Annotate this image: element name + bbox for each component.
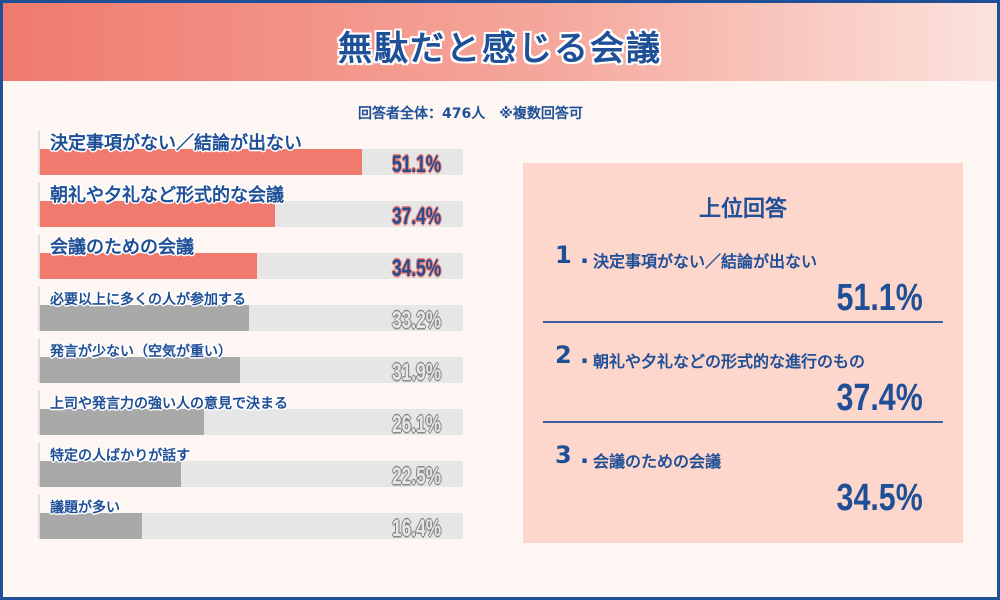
label-tick [38,183,40,227]
rank-number: 2 . [555,341,590,369]
rank-number: 1 . [555,241,590,269]
data-label: 34.5% [391,255,441,282]
category-label: 決定事項がない／結論が出ない [50,133,302,154]
title-band [3,3,997,81]
bar-row: 議題が多い 16.4% [38,495,463,545]
bar-row: 必要以上に多くの人が参加する 33.2% [38,287,463,337]
bar [38,513,143,539]
category-label: 会議のための会議 [50,237,194,258]
bar [38,149,363,175]
bar-row: 上司や発言力の強い人の意見で決まる 26.1% [38,391,463,441]
bar [38,461,181,487]
label-tick [38,495,40,539]
label-tick [38,235,40,279]
category-label: 上司や発言力の強い人の意見で決まる [50,396,288,412]
bar [38,357,241,383]
category-label: 必要以上に多くの人が参加する [50,292,246,308]
bar-row: 発言が少ない（空気が重い） 31.9% [38,339,463,389]
bar-row: 決定事項がない／結論が出ない 51.1% [38,131,463,181]
category-label: 発言が少ない（空気が重い） [50,344,232,360]
bar-row: 朝礼や夕礼など形式的な会議 37.4% [38,183,463,233]
data-label: 22.5% [391,463,441,490]
label-tick [38,391,40,435]
label-tick [38,339,40,383]
rank-value: 51.1% [836,277,923,319]
data-label: 26.1% [391,411,441,438]
bar [38,253,257,279]
bar [38,201,276,227]
chart-title: 無駄だと感じる会議 [338,29,662,69]
data-label: 16.4% [391,515,441,542]
label-tick [38,287,40,331]
panel-title: 上位回答 [698,197,787,222]
label-tick [38,131,40,175]
category-label: 朝礼や夕礼など形式的な会議 [50,185,284,206]
rank-value: 34.5% [836,477,923,519]
rank-label: 朝礼や夕礼などの形式的な進行のもの [593,352,866,371]
rank-label: 会議のための会議 [593,452,722,471]
data-label: 51.1% [391,151,441,178]
rank-value: 37.4% [836,377,923,419]
data-label: 37.4% [391,203,441,230]
bar-row: 特定の人ばかりが話す 22.5% [38,443,463,493]
bar [38,305,249,331]
top-answer-item: 3 . 会議のための会議 34.5% [543,441,943,533]
bar [38,409,204,435]
category-label: 議題が多い [50,500,120,516]
rank-number: 3 . [555,441,590,469]
top-answers-panel: 上位回答 1 . 決定事項がない／結論が出ない 51.1% 2 . 朝礼や夕礼な… [523,163,963,543]
label-tick [38,443,40,487]
data-label: 31.9% [391,359,441,386]
top-answer-item: 2 . 朝礼や夕礼などの形式的な進行のもの 37.4% [543,341,943,433]
category-label: 特定の人ばかりが話す [50,448,191,464]
rank-label: 決定事項がない／結論が出ない [593,252,818,271]
divider [543,421,943,423]
respondent-note: 回答者全体：476人 ※複数回答可 [358,106,583,122]
divider [543,321,943,323]
data-label: 33.2% [391,307,441,334]
top-answer-item: 1 . 決定事項がない／結論が出ない 51.1% [543,241,943,333]
bar-row: 会議のための会議 34.5% [38,235,463,285]
